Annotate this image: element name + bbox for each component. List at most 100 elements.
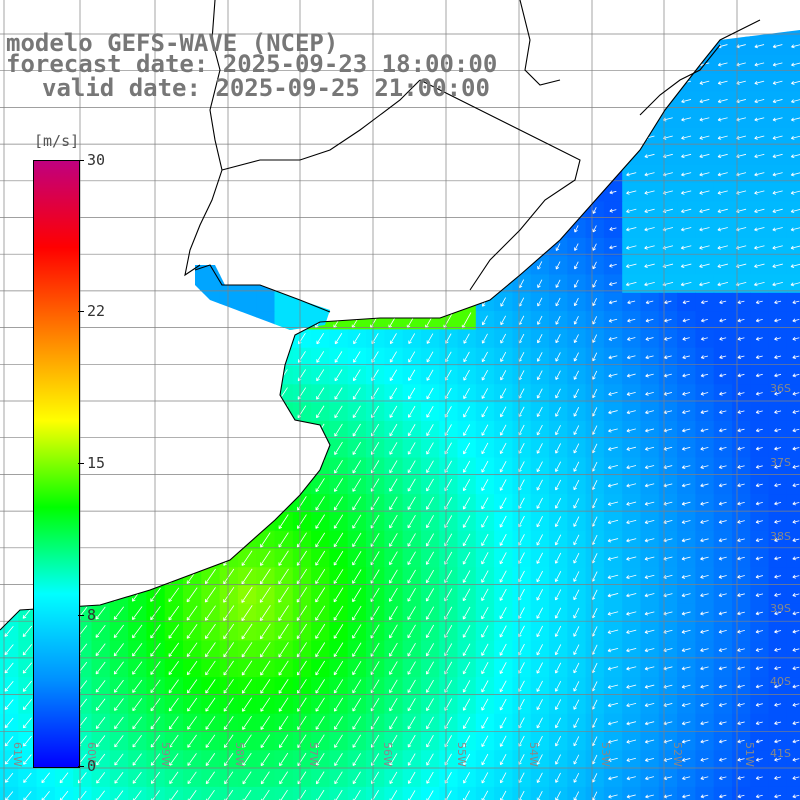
field-cell — [128, 677, 147, 696]
field-cell — [732, 786, 751, 800]
field-cell — [256, 549, 276, 568]
wind-arrow — [537, 297, 543, 307]
field-cell — [457, 366, 477, 385]
field-cell — [183, 713, 202, 733]
field-cell — [512, 329, 532, 349]
field-cell — [585, 274, 605, 294]
field-cell — [567, 384, 587, 404]
field-cell — [512, 786, 532, 800]
wind-arrow — [573, 316, 579, 325]
field-cell — [402, 384, 422, 404]
wind-arrow — [774, 391, 782, 396]
wind-arrow — [407, 460, 416, 474]
field-cell — [384, 402, 404, 422]
field-cell — [494, 384, 513, 404]
wind-arrow — [334, 333, 343, 345]
wind-arrow — [426, 351, 434, 363]
field-cell — [366, 439, 385, 459]
field-cell — [329, 603, 349, 623]
wind-arrow — [555, 334, 561, 344]
field-cell — [494, 622, 513, 642]
wind-arrow — [772, 172, 783, 177]
wind-arrow — [536, 370, 543, 381]
field-cell — [549, 622, 568, 642]
field-cell — [402, 512, 422, 532]
field-cell — [146, 713, 166, 733]
wind-arrow — [790, 263, 800, 268]
field-cell — [146, 677, 166, 696]
wind-arrow — [717, 99, 728, 104]
wind-arrow — [682, 373, 691, 378]
wind-arrow — [755, 318, 763, 323]
field-cell — [329, 439, 349, 459]
wind-arrow — [463, 351, 470, 363]
wind-arrow — [555, 243, 561, 252]
field-cell — [0, 732, 19, 751]
wind-arrow — [700, 318, 708, 323]
field-cell — [457, 658, 477, 678]
wind-arrow — [334, 459, 343, 474]
field-cell — [475, 402, 495, 422]
wind-arrow — [790, 281, 800, 287]
field-cell — [329, 347, 349, 367]
field-cell — [183, 603, 202, 623]
wind-arrow — [700, 428, 709, 433]
wind-arrow — [755, 373, 763, 378]
field-cell — [384, 585, 404, 605]
field-cell — [494, 347, 513, 367]
field-cell — [91, 713, 111, 733]
field-cell — [585, 622, 605, 642]
wind-arrow — [699, 190, 710, 195]
wind-arrow — [700, 300, 708, 305]
field-cell — [585, 402, 605, 422]
field-cell — [384, 695, 404, 715]
wind-arrow — [645, 391, 654, 396]
wind-arrow — [755, 428, 763, 433]
field-cell — [402, 402, 422, 422]
field-cell — [109, 768, 129, 788]
wind-arrow — [334, 441, 343, 455]
field-cell — [475, 549, 495, 568]
field-cell — [402, 603, 422, 623]
field-cell — [274, 530, 294, 550]
field-cell — [311, 530, 330, 550]
field-cell — [475, 732, 495, 751]
field-cell — [494, 750, 513, 770]
wind-arrow — [334, 387, 343, 400]
field-cell — [585, 366, 605, 385]
field-cell — [292, 567, 312, 587]
field-cell — [384, 677, 404, 696]
field-cell — [567, 713, 587, 733]
field-cell — [311, 402, 330, 422]
field-cell — [146, 622, 166, 642]
wind-arrow — [663, 391, 673, 396]
field-cell — [347, 567, 367, 587]
wind-arrow — [699, 208, 710, 214]
field-cell — [530, 384, 550, 404]
wind-arrow — [352, 460, 362, 474]
field-cell — [384, 347, 404, 367]
wind-arrow — [719, 428, 727, 433]
wind-arrow — [772, 263, 783, 268]
field-cell — [494, 786, 513, 800]
wind-arrow — [717, 153, 728, 159]
field-cell — [256, 786, 276, 800]
field-cell — [384, 439, 404, 459]
wind-arrow — [573, 388, 580, 399]
field-cell — [585, 585, 605, 605]
field-cell — [457, 786, 477, 800]
field-cell — [530, 622, 550, 642]
wind-arrow — [699, 80, 710, 85]
field-cell — [439, 347, 459, 367]
field-cell — [292, 768, 312, 788]
field-cell — [402, 622, 422, 642]
field-cell — [475, 366, 495, 385]
field-cell — [530, 768, 550, 788]
wind-arrow — [682, 410, 691, 415]
wind-arrow — [626, 245, 637, 250]
field-cell — [128, 768, 147, 788]
wind-arrow — [297, 387, 307, 400]
field-cell — [494, 549, 513, 568]
wind-arrow — [627, 300, 636, 305]
field-cell — [457, 768, 477, 788]
